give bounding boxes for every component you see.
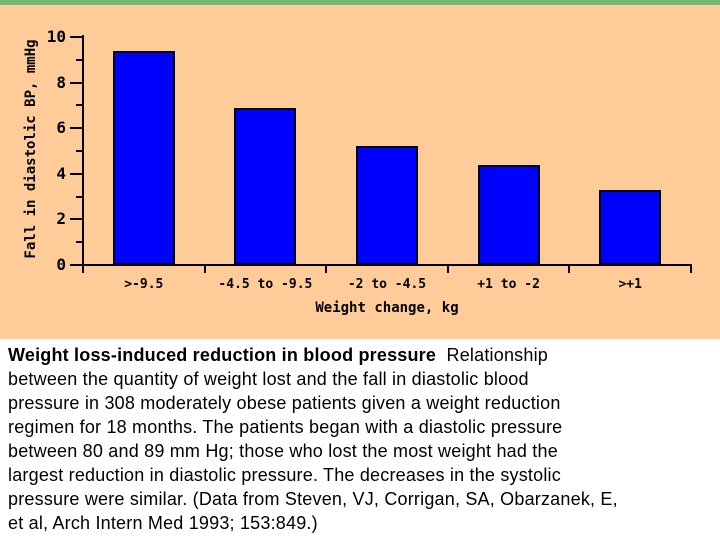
y-axis-title: Fall in diastolic BP, mmHg (23, 39, 39, 259)
x-axis-line (82, 264, 692, 266)
bar (477, 164, 540, 265)
y-minor-tick (76, 104, 82, 107)
caption-line: regimen for 18 months. The patients bega… (8, 417, 563, 437)
x-category-label: +1 to -2 (477, 277, 540, 292)
y-major-tick (70, 36, 82, 38)
caption-line: between 80 and 89 mm Hg; those who lost … (8, 441, 558, 461)
x-category-label: >+1 (618, 277, 642, 292)
caption-line: pressure in 308 moderately obese patient… (8, 393, 561, 413)
x-tick (568, 266, 571, 273)
y-tick-label: 6 (56, 118, 66, 138)
caption-text: Relationship (436, 345, 548, 365)
y-major-tick (70, 172, 82, 175)
chart-plot-area: 0 2 4 6 8 10 >-9.5 -4.5 to -9.5 -2 to -4.5 +1 to … (0, 5, 720, 339)
bar-chart: 0 2 4 6 8 10 >-9.5 -4.5 to -9.5 -2 to -4.5 +1 to … (0, 5, 720, 339)
bar (234, 107, 297, 265)
caption-line: largest reduction in diastolic pressure.… (8, 465, 561, 485)
x-tick (325, 266, 328, 273)
bar (112, 50, 175, 265)
y-major-tick (70, 264, 82, 266)
y-tick-label: 0 (56, 255, 66, 274)
y-major-tick (70, 127, 82, 130)
x-tick (690, 266, 692, 273)
caption-line: et al, Arch Intern Med 1993; 153:849.) (8, 513, 318, 533)
x-axis-title: Weight change, kg (315, 300, 459, 316)
caption-line: pressure were similar. (Data from Steven… (8, 489, 618, 509)
caption-line: Weight loss-induced reduction in blood p… (6, 343, 714, 367)
x-category-label: -4.5 to -9.5 (218, 277, 313, 292)
y-minor-tick (76, 150, 82, 152)
caption-panel: Weight loss-induced reduction in blood p… (0, 339, 720, 540)
x-tick (446, 266, 449, 273)
bar (356, 146, 418, 265)
y-tick-label: 8 (56, 72, 66, 92)
x-tick (203, 266, 206, 273)
caption-line: between the quantity of weight lost and … (8, 369, 529, 389)
y-major-tick (70, 218, 82, 221)
y-tick-label: 10 (46, 27, 66, 46)
y-axis-line (82, 35, 84, 273)
y-minor-tick (76, 195, 82, 198)
y-major-tick (70, 81, 82, 84)
top-accent-strip (0, 0, 720, 5)
x-category-label: -2 to -4.5 (347, 277, 427, 292)
y-minor-tick (76, 241, 82, 244)
caption-title: Weight loss-induced reduction in blood p… (8, 345, 437, 365)
bar (599, 189, 662, 265)
y-tick-label: 2 (56, 209, 66, 229)
y-tick-label: 4 (56, 163, 66, 183)
y-minor-tick (76, 58, 82, 61)
x-tick (82, 266, 84, 273)
x-category-label: >-9.5 (124, 277, 164, 292)
